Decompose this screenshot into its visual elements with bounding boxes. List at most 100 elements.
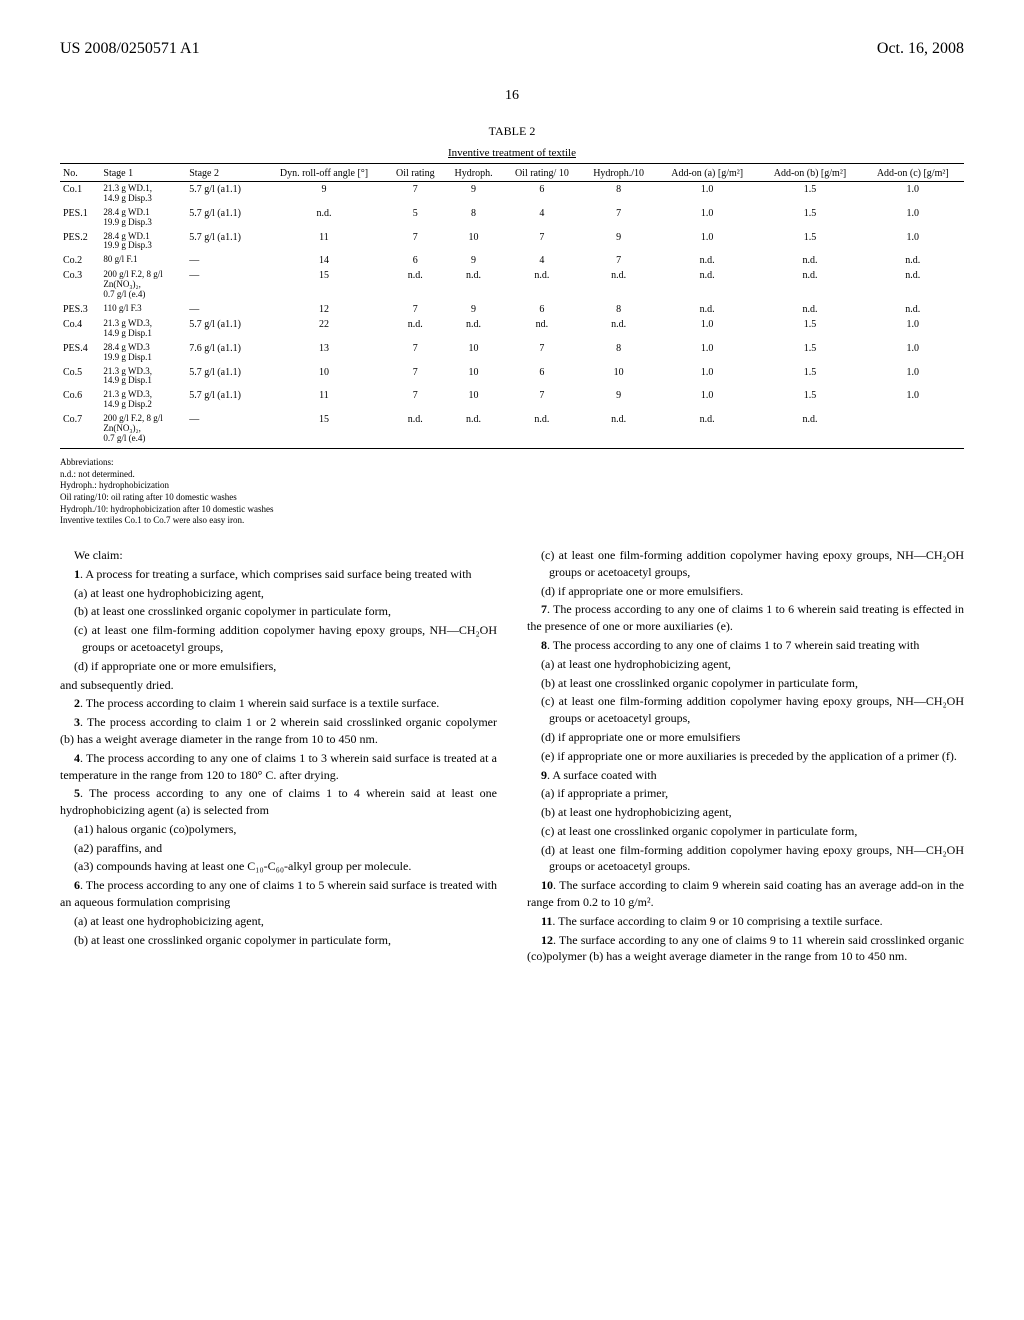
table-col-header: Hydroph./10	[581, 164, 656, 182]
pub-date: Oct. 16, 2008	[877, 40, 964, 58]
page-number: 16	[60, 88, 964, 104]
page-header: US 2008/0250571 A1 Oct. 16, 2008	[60, 40, 964, 58]
table-cell: 7	[503, 230, 582, 254]
table-cell: 200 g/l F.2, 8 g/lZn(NO₃)₂,0.7 g/l (e.4)	[100, 412, 186, 448]
table-col-header: Stage 2	[186, 164, 262, 182]
table-row: PES.128.4 g WD.119.9 g Disp.35.7 g/l (a1…	[60, 206, 964, 230]
table-title: TABLE 2	[60, 124, 964, 139]
table-cell: 10	[262, 365, 386, 389]
table-cell: Co.3	[60, 268, 100, 302]
claim-item: (c) at least one crosslinked organic cop…	[549, 823, 964, 840]
table-cell	[862, 412, 965, 448]
table-cell: 13	[262, 341, 386, 365]
table-row: Co.121.3 g WD.1,14.9 g Disp.35.7 g/l (a1…	[60, 182, 964, 206]
table-cell: 8	[581, 302, 656, 317]
table-cell: 1.0	[862, 317, 965, 341]
claim: 5. The process according to any one of c…	[60, 785, 497, 819]
table-cell: 28.4 g WD.119.9 g Disp.3	[100, 206, 186, 230]
table-col-header: Hydroph.	[445, 164, 503, 182]
claim-item: (b) at least one crosslinked organic cop…	[82, 603, 497, 620]
table-cell: n.d.	[862, 302, 965, 317]
claim-item: (b) at least one hydrophobicizing agent,	[549, 804, 964, 821]
table-cell: n.d.	[656, 302, 758, 317]
data-table: No.Stage 1Stage 2Dyn. roll-off angle [°]…	[60, 163, 964, 449]
claim: 1. A process for treating a surface, whi…	[60, 566, 497, 583]
table-cell: 1.5	[758, 206, 861, 230]
table-cell: 5.7 g/l (a1.1)	[186, 182, 262, 206]
right-column: (c) at least one film-forming addition c…	[527, 547, 964, 967]
claim-text: . The process according to any one of cl…	[547, 638, 919, 652]
table-cell: n.d.	[445, 268, 503, 302]
table-row: Co.521.3 g WD.3,14.9 g Disp.15.7 g/l (a1…	[60, 365, 964, 389]
table-cell: Co.6	[60, 388, 100, 412]
claim: 8. The process according to any one of c…	[527, 637, 964, 654]
left-column: We claim: 1. A process for treating a su…	[60, 547, 497, 967]
table-cell: 7	[386, 182, 445, 206]
table-cell: 12	[262, 302, 386, 317]
table-cell: n.d.	[262, 206, 386, 230]
table-cell: n.d.	[386, 317, 445, 341]
table-cell: 10	[445, 388, 503, 412]
claim-text: . A surface coated with	[547, 768, 657, 782]
table-cell: 1.5	[758, 230, 861, 254]
claim-after: and subsequently dried.	[60, 677, 497, 694]
table-cell: 15	[262, 412, 386, 448]
table-cell: n.d.	[656, 253, 758, 268]
claim-item: (c) at least one film-forming addition c…	[549, 547, 964, 581]
table-cell: 80 g/l F.1	[100, 253, 186, 268]
table-cell: n.d.	[503, 268, 582, 302]
table-cell: 5.7 g/l (a1.1)	[186, 230, 262, 254]
claim-text: . The process according to claim 1 where…	[80, 696, 439, 710]
table-col-header: Add-on (b) [g/m²]	[758, 164, 861, 182]
table-cell: Co.7	[60, 412, 100, 448]
table-cell: —	[186, 302, 262, 317]
table-cell: 5.7 g/l (a1.1)	[186, 365, 262, 389]
claim: 7. The process according to any one of c…	[527, 601, 964, 635]
table-cell: 1.5	[758, 365, 861, 389]
table-cell: 8	[581, 182, 656, 206]
claim-item: (d) if appropriate one or more emulsifie…	[549, 583, 964, 600]
table-row: PES.3110 g/l F.3—127968n.d.n.d.n.d.	[60, 302, 964, 317]
table-cell: n.d.	[581, 268, 656, 302]
table-cell: 21.3 g WD.3,14.9 g Disp.2	[100, 388, 186, 412]
table-cell: n.d.	[758, 268, 861, 302]
table-col-header: No.	[60, 164, 100, 182]
table-cell: 10	[445, 230, 503, 254]
claim-item: (a3) compounds having at least one C₁₀-C…	[82, 858, 497, 875]
claim-text: . The process according to claim 1 or 2 …	[60, 715, 497, 746]
table-cell: 1.0	[656, 365, 758, 389]
table-cell: Co.1	[60, 182, 100, 206]
claim-item: (b) at least one crosslinked organic cop…	[549, 675, 964, 692]
table-cell: 5	[386, 206, 445, 230]
table-cell: 7	[581, 206, 656, 230]
table-cell: 9	[581, 388, 656, 412]
table-cell: n.d.	[758, 253, 861, 268]
claim: 11. The surface according to claim 9 or …	[527, 913, 964, 930]
table-subtitle: Inventive treatment of textile	[60, 147, 964, 159]
table-col-header: Stage 1	[100, 164, 186, 182]
table-cell: 21.3 g WD.3,14.9 g Disp.1	[100, 365, 186, 389]
claim: 6. The process according to any one of c…	[60, 877, 497, 911]
claim-item: (e) if appropriate one or more auxiliari…	[549, 748, 964, 765]
table-cell: 6	[503, 365, 582, 389]
table-cell: 110 g/l F.3	[100, 302, 186, 317]
table-cell: n.d.	[758, 302, 861, 317]
table-row: PES.228.4 g WD.119.9 g Disp.35.7 g/l (a1…	[60, 230, 964, 254]
table-cell: n.d.	[386, 268, 445, 302]
table-cell: n.d.	[862, 268, 965, 302]
table-row: PES.428.4 g WD.319.9 g Disp.17.6 g/l (a1…	[60, 341, 964, 365]
table-body: Co.121.3 g WD.1,14.9 g Disp.35.7 g/l (a1…	[60, 182, 964, 449]
claim-item: (d) if appropriate one or more emulsifie…	[82, 658, 497, 675]
claim-text: . A process for treating a surface, whic…	[80, 567, 472, 581]
table-cell: 1.0	[656, 317, 758, 341]
table-cell: nd.	[503, 317, 582, 341]
table-cell: n.d.	[581, 412, 656, 448]
abbr-line: Hydroph./10: hydrophobicization after 10…	[60, 504, 964, 516]
table-cell: n.d.	[581, 317, 656, 341]
table-cell: 28.4 g WD.319.9 g Disp.1	[100, 341, 186, 365]
table-cell: 9	[262, 182, 386, 206]
table-cell: 22	[262, 317, 386, 341]
claim-num: 10	[541, 878, 553, 892]
table-cell: Co.4	[60, 317, 100, 341]
table-cell: 1.5	[758, 182, 861, 206]
